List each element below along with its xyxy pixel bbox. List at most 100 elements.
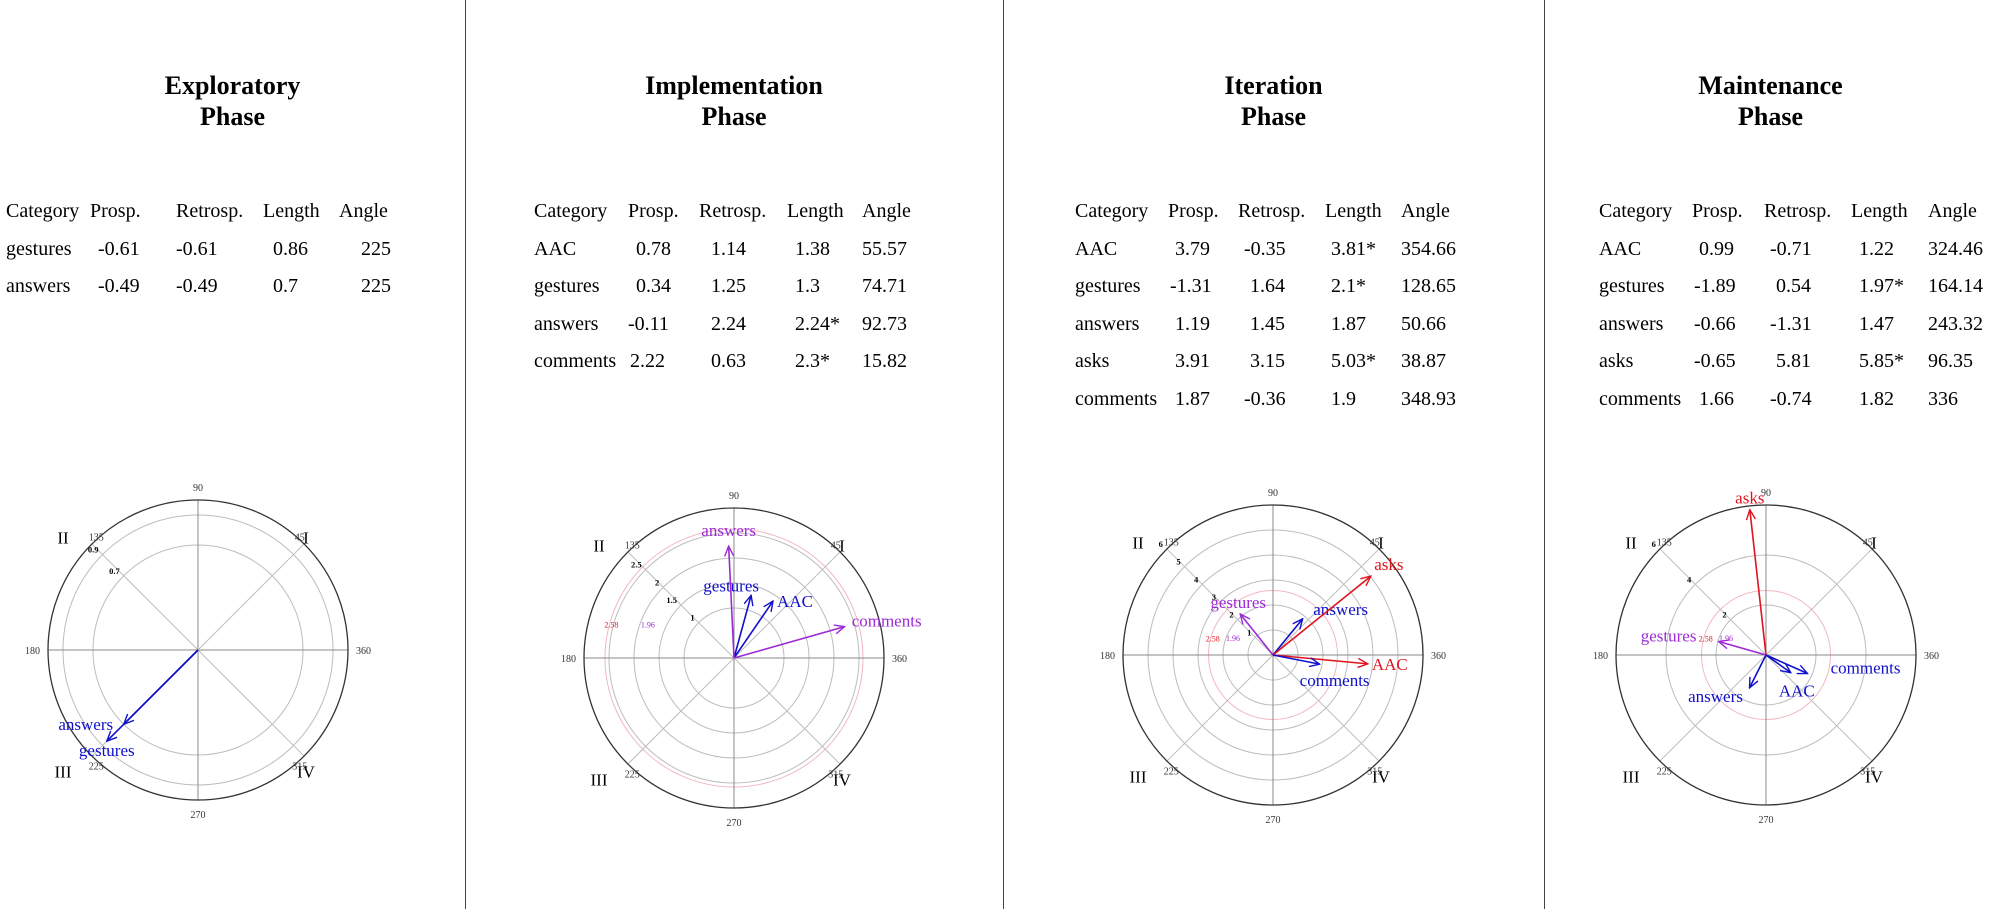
vector-label: asks bbox=[1735, 489, 1764, 508]
table-cell: gestures bbox=[1075, 275, 1141, 298]
column-header: Retrosp. bbox=[1764, 200, 1832, 223]
angle-label: 225 bbox=[625, 770, 640, 781]
quadrant-label: II bbox=[593, 537, 605, 556]
vector-arrow bbox=[733, 595, 751, 659]
table-row: gestures -1.89 0.54 1.97* 164.14 bbox=[1599, 268, 1983, 306]
title-line: Maintenance bbox=[1698, 71, 1843, 100]
radial-tick-label: 2 bbox=[655, 577, 659, 587]
ref-value-label: 2.58 bbox=[604, 621, 618, 630]
column-header: Angle bbox=[1401, 200, 1450, 223]
table-cell: -1.31 bbox=[1770, 312, 1812, 335]
table-cell: -0.61 bbox=[98, 237, 140, 260]
quadrant-label: IV bbox=[1372, 768, 1391, 787]
radial-tick-label: 2 bbox=[1229, 610, 1233, 620]
table-cell: 1.87 bbox=[1331, 312, 1366, 335]
table-cell: -0.49 bbox=[98, 275, 140, 298]
spoke-line bbox=[197, 543, 305, 651]
radial-tick-label: 1 bbox=[690, 613, 694, 623]
outer-circle bbox=[47, 499, 349, 801]
vector-arrow bbox=[733, 627, 845, 659]
angle-label: 90 bbox=[1761, 488, 1771, 499]
panel-divider bbox=[1544, 0, 1545, 909]
angle-label: 225 bbox=[89, 762, 104, 773]
quadrant-label: I bbox=[1871, 534, 1877, 553]
quadrant-label: III bbox=[1130, 768, 1147, 787]
spoke-line bbox=[91, 543, 199, 651]
table-cell: 2.24* bbox=[795, 312, 840, 335]
angle-label: 270 bbox=[727, 818, 742, 829]
angle-label: 90 bbox=[1268, 488, 1278, 499]
table-cell: asks bbox=[1075, 350, 1110, 373]
angle-label: 315 bbox=[1367, 767, 1382, 778]
table-cell: 1.47 bbox=[1859, 312, 1894, 335]
outer-circle bbox=[1615, 504, 1917, 806]
title-line: Phase bbox=[701, 102, 767, 131]
vector-arrow bbox=[1272, 654, 1320, 664]
table-cell: 336 bbox=[1928, 387, 1958, 410]
table-header: Category Prosp. Retrosp. Length Angle bbox=[1075, 193, 1456, 231]
vector-label: comments bbox=[852, 612, 922, 631]
table-cell: answers bbox=[6, 275, 71, 298]
vector-arrow bbox=[1765, 654, 1791, 673]
table-row: gestures -1.31 1.64 2.1* 128.65 bbox=[1075, 268, 1456, 306]
table-row: asks -0.65 5.81 5.85* 96.35 bbox=[1599, 343, 1983, 381]
angle-label: 225 bbox=[1657, 767, 1672, 778]
table-row: asks 3.91 3.15 5.03* 38.87 bbox=[1075, 343, 1456, 381]
table-row: AAC 0.99 -0.71 1.22 324.46 bbox=[1599, 231, 1983, 269]
column-header: Length bbox=[263, 200, 320, 223]
angle-label: 180 bbox=[1593, 651, 1608, 662]
table-row: gestures 0.34 1.25 1.3 74.71 bbox=[534, 268, 911, 306]
table-cell: 1.22 bbox=[1859, 237, 1894, 260]
vector-label: answers bbox=[1313, 600, 1368, 619]
vector-arrow bbox=[1240, 614, 1274, 656]
vector-label: asks bbox=[1374, 555, 1403, 574]
ref-value-label: 2.58 bbox=[1206, 634, 1220, 643]
quadrant-label: IV bbox=[297, 763, 316, 782]
radial-tick-label: 6 bbox=[1159, 539, 1163, 549]
table-cell: comments bbox=[1075, 387, 1158, 410]
spoke-line bbox=[1166, 654, 1274, 762]
table-cell: gestures bbox=[534, 275, 600, 298]
table-row: answers -0.11 2.24 2.24* 92.73 bbox=[534, 306, 911, 344]
angle-label: 45 bbox=[831, 540, 841, 551]
quadrant-label: II bbox=[1625, 534, 1637, 553]
table-cell: 1.66 bbox=[1699, 387, 1734, 410]
stats-table: Category Prosp. Retrosp. Length Angle AA… bbox=[534, 193, 911, 381]
column-header: Length bbox=[1851, 200, 1908, 223]
column-header: Length bbox=[1325, 200, 1382, 223]
table-header: Category Prosp. Retrosp. Length Angle bbox=[6, 193, 391, 231]
radial-tick-label: 6 bbox=[1652, 539, 1656, 549]
quadrant-label: III bbox=[1623, 768, 1640, 787]
column-header: Prosp. bbox=[628, 200, 679, 223]
spoke-line bbox=[733, 657, 841, 765]
quadrant-label: III bbox=[55, 763, 72, 782]
table-cell: 1.97* bbox=[1859, 275, 1904, 298]
table-cell: 74.71 bbox=[862, 275, 907, 298]
vector-arrow bbox=[1750, 510, 1767, 656]
column-header: Length bbox=[787, 200, 844, 223]
angle-label: 360 bbox=[1431, 651, 1446, 662]
panel-iteration: Iteration Phase Category Prosp. Retrosp.… bbox=[1003, 0, 1544, 909]
ref-value-label: 2.58 bbox=[1699, 634, 1713, 643]
table-cell: AAC bbox=[534, 237, 577, 260]
table-cell: 128.65 bbox=[1401, 275, 1456, 298]
vector-label: AAC bbox=[777, 592, 813, 611]
table-cell: 55.57 bbox=[862, 237, 907, 260]
radial-tick-label: 5 bbox=[1176, 557, 1180, 567]
panel-exploratory: Exploratory Phase Category Prosp. Retros… bbox=[0, 0, 465, 909]
table-cell: 324.46 bbox=[1928, 237, 1983, 260]
angle-label: 90 bbox=[193, 483, 203, 494]
outer-circle bbox=[583, 507, 885, 809]
spoke-line bbox=[1272, 548, 1380, 656]
vector-label: answers bbox=[701, 521, 756, 540]
table-cell: 2.24 bbox=[711, 312, 746, 335]
table-cell: 5.85* bbox=[1859, 350, 1904, 373]
column-header: Category bbox=[1075, 200, 1149, 223]
table-cell: -1.89 bbox=[1694, 275, 1736, 298]
table-cell: 0.54 bbox=[1776, 275, 1811, 298]
table-cell: 1.45 bbox=[1250, 312, 1285, 335]
table-row: answers -0.49 -0.49 0.7 225 bbox=[6, 268, 391, 306]
